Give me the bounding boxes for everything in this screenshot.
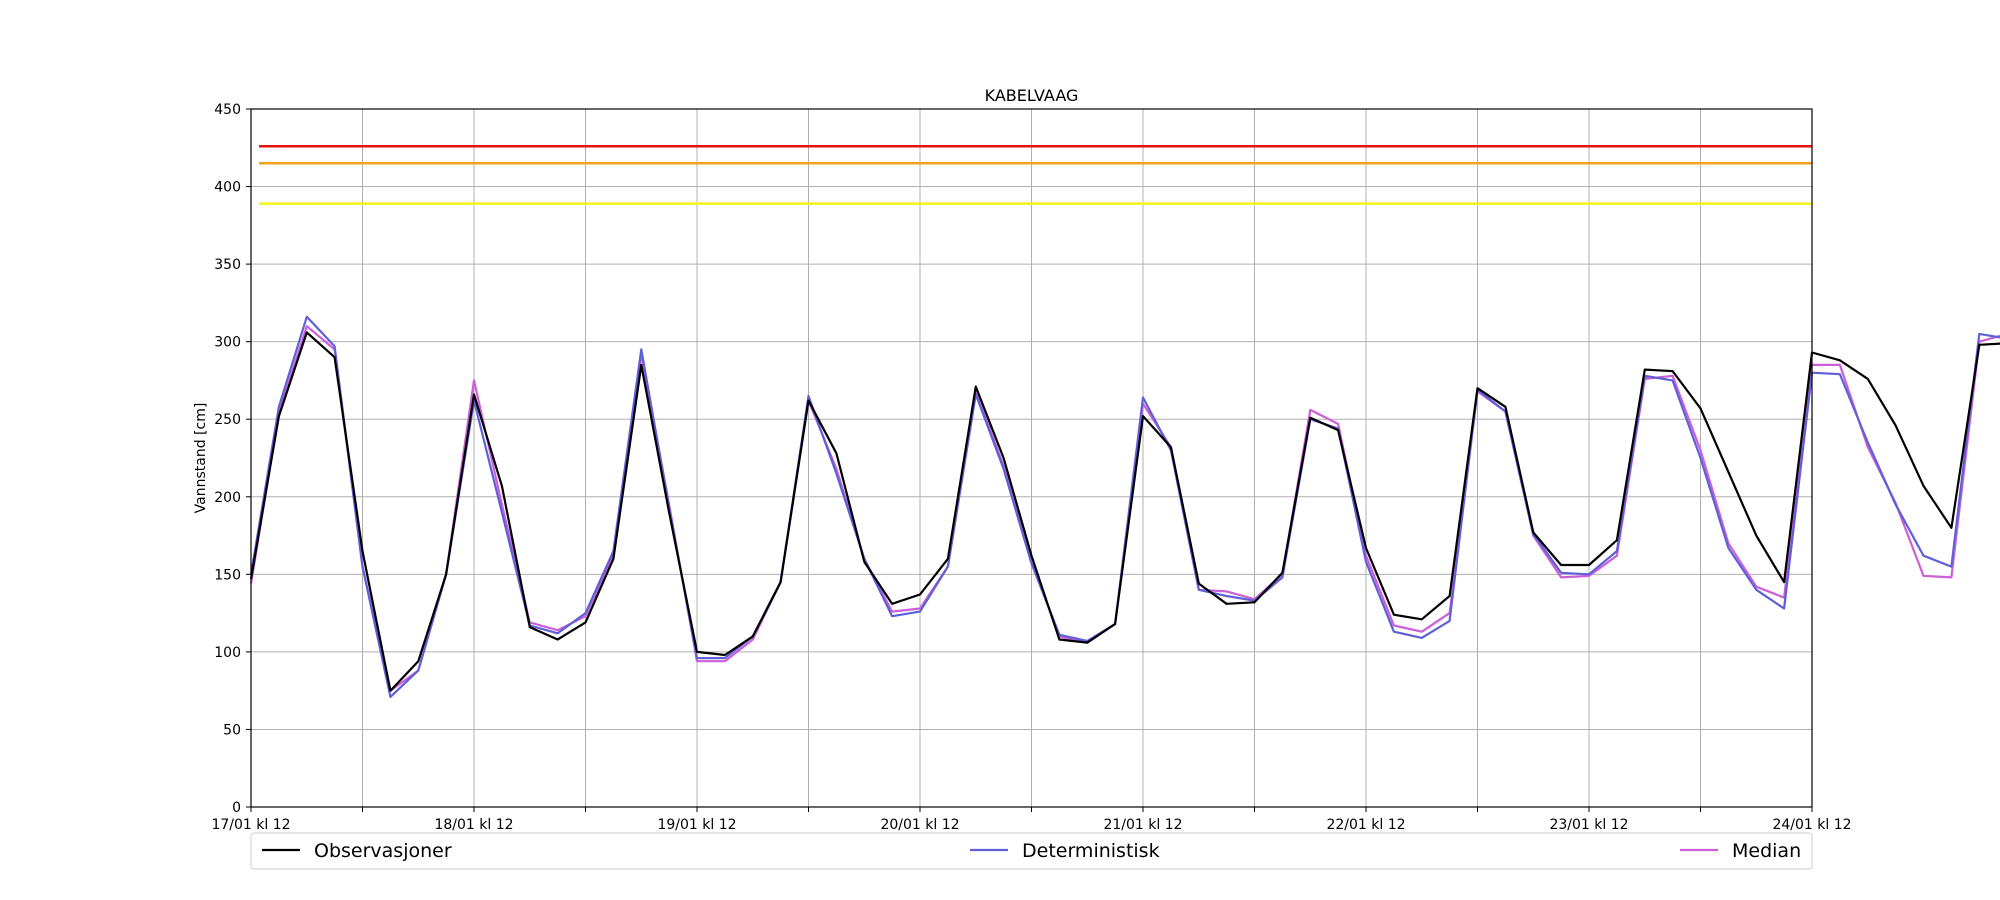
y-tick-label: 100 <box>214 645 241 661</box>
x-tick-label: 18/01 kl 12 <box>434 817 513 833</box>
x-tick-label: 22/01 kl 12 <box>1326 817 1405 833</box>
y-tick-label: 0 <box>232 800 241 816</box>
y-tick-label: 250 <box>214 412 241 428</box>
legend-box <box>250 832 1813 870</box>
x-tick-label: 20/01 kl 12 <box>880 817 959 833</box>
y-tick-label: 300 <box>214 335 241 351</box>
legend-label-deterministisk: Deterministisk <box>1022 840 1160 862</box>
grid-lines <box>250 108 1813 808</box>
series-lines <box>249 315 2000 699</box>
series-line-observasjoner <box>249 331 2000 692</box>
y-tick-label: 150 <box>214 567 241 583</box>
x-tick-label: 24/01 kl 12 <box>1772 817 1851 833</box>
legend-label-observasjoner: Observasjoner <box>314 840 452 862</box>
y-axis-ticks: 0 50 100 150 200 250 300 350 400 450 <box>214 102 251 816</box>
legend-label-median: Median <box>1732 840 1801 862</box>
y-axis-label: Vannstand [cm] <box>193 403 209 514</box>
y-tick-label: 450 <box>214 102 241 118</box>
x-tick-label: 23/01 kl 12 <box>1549 817 1628 833</box>
x-tick-label: 17/01 kl 12 <box>211 817 290 833</box>
threshold-lines <box>259 144 1812 205</box>
x-tick-label: 19/01 kl 12 <box>657 817 736 833</box>
y-tick-label: 50 <box>223 722 241 738</box>
chart-title: KABELVAAG <box>985 86 1079 105</box>
series-line-median <box>249 325 2000 692</box>
legend: Observasjoner Deterministisk Median <box>250 832 1813 870</box>
y-tick-label: 350 <box>214 257 241 273</box>
y-tick-label: 200 <box>214 490 241 506</box>
x-axis-ticks: 17/01 kl 12 18/01 kl 12 19/01 kl 12 20/01 k… <box>211 807 1852 833</box>
x-tick-label: 21/01 kl 12 <box>1103 817 1182 833</box>
series-line-deterministisk <box>249 315 2000 699</box>
y-tick-label: 400 <box>214 180 241 196</box>
